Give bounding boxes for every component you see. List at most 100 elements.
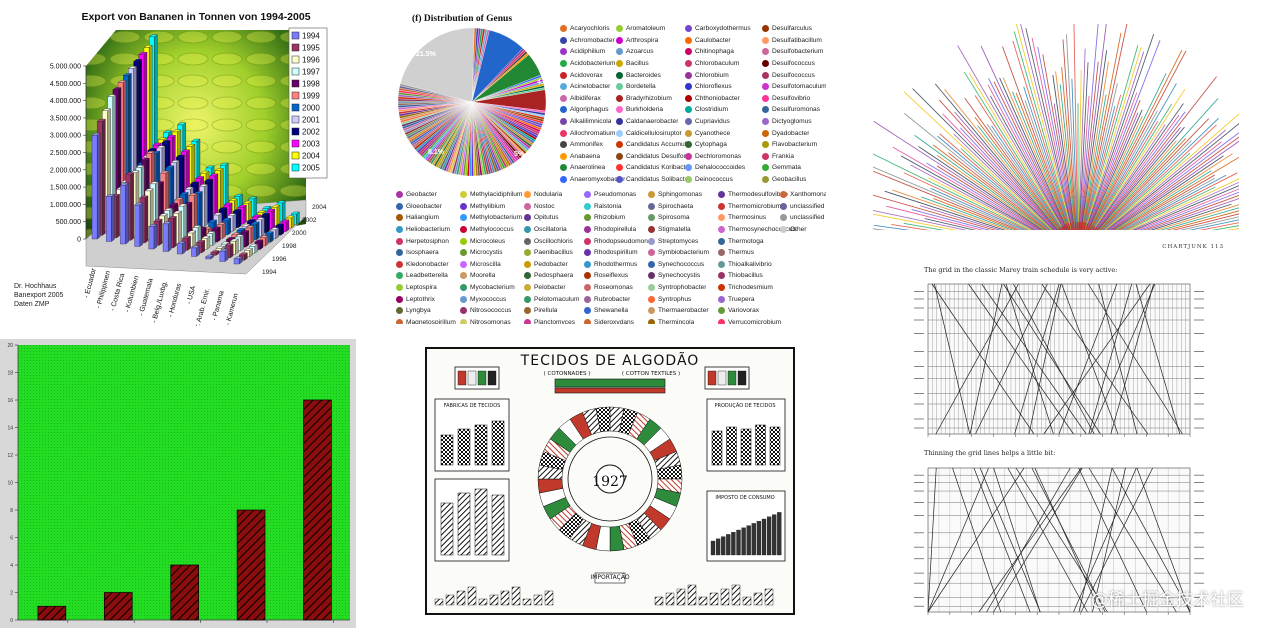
genus-legend-item: Allochromatium	[560, 127, 625, 139]
banana-bar-top	[144, 188, 154, 192]
radial-line	[939, 133, 1052, 230]
cotton-bottom-bar	[698, 596, 708, 606]
radial-line	[1103, 124, 1217, 230]
genus-legend-swatch	[685, 176, 692, 184]
radial-line	[910, 164, 1034, 230]
genus-legend-swatch	[762, 83, 769, 91]
radial-line	[1120, 177, 1216, 230]
train-route-line	[1061, 283, 1119, 435]
radial-line	[1078, 48, 1086, 230]
banana-bar-top	[225, 237, 236, 240]
genus-legend-item: Candidatus Solibacter	[616, 174, 691, 186]
banana-bar-side	[276, 204, 281, 226]
genus-legend-item: Acidovorax	[560, 69, 625, 81]
genus-legend-swatch	[560, 129, 567, 137]
train-route-line	[1073, 467, 1137, 613]
genus-legend-label: Acidobacterium	[570, 60, 616, 68]
radial-line	[926, 162, 1039, 230]
watermark-text: @稀土掘金技术社区	[1091, 590, 1244, 610]
banana-bar-top	[127, 66, 138, 69]
genus-legend-swatch	[616, 164, 623, 172]
banana-legend-swatch	[291, 163, 300, 172]
genus-legend-swatch	[460, 202, 467, 210]
radial-inner-tick	[1082, 222, 1087, 230]
radial-line	[1165, 210, 1239, 230]
genus-pie: 21.5% 4.5% 8.1% 5%	[397, 27, 554, 177]
radial-line	[1111, 140, 1239, 230]
genus-legend-item: Syntrophus	[648, 293, 709, 305]
train-route-line	[975, 283, 1048, 435]
green-y-tick-label: 14	[7, 426, 13, 432]
genus-legend-swatch	[584, 295, 591, 303]
train-route-line	[1005, 283, 1054, 435]
radial-line	[912, 88, 1055, 230]
banana-category-label: - Panama	[211, 290, 226, 321]
radial-line	[963, 71, 1064, 230]
genus-legend-label: Anabaena	[570, 152, 601, 160]
banana-y-tick-label: 1.500.000	[50, 185, 81, 192]
radial-line	[873, 228, 887, 230]
banana-bar-top	[143, 45, 153, 48]
genus-legend-label: Nostoc	[534, 202, 555, 210]
radial-line	[886, 205, 984, 230]
banana-bar-top	[209, 173, 219, 177]
genus-legend-label: Carboxydothermus	[695, 25, 751, 33]
genus-legend-swatch	[685, 106, 692, 114]
radial-line	[1179, 216, 1239, 230]
genus-legend-swatch	[648, 295, 655, 303]
genus-legend-swatch	[460, 214, 467, 222]
banana-bar-top	[259, 235, 269, 238]
radial-line	[1082, 24, 1128, 230]
cotton-panel-bar	[741, 527, 746, 556]
train-route-line	[1041, 283, 1149, 435]
genus-legend-label: Shewanella	[594, 307, 629, 315]
genus-legend-column: Sphingomonas Spirochaeta Spirosoma Stigmate…	[648, 189, 709, 324]
genus-legend: Acaryochloris Achromobacter Acidiphilium Ac…	[392, 6, 826, 324]
genus-legend-label: Methylobacterium	[470, 214, 523, 222]
banana-legend-swatch	[291, 91, 300, 100]
genus-legend-item: Methylacidiphilum	[460, 189, 522, 201]
radial-line	[903, 91, 1053, 230]
green-y-tick-label: 18	[7, 371, 13, 377]
radial-inner-tick	[1067, 223, 1071, 230]
genus-legend-label: Acidiphilium	[570, 48, 606, 56]
radial-line	[873, 194, 996, 230]
genus-legend-label: Alkalilimnicola	[570, 118, 612, 126]
cotton-bottom-bar	[687, 584, 697, 606]
genus-legend-swatch	[685, 129, 692, 137]
cotton-bottom-label-box	[594, 572, 626, 584]
genus-legend-item: Dechloromonas	[685, 151, 751, 163]
genus-legend-label: Rhodothermus	[594, 260, 638, 268]
banana-bar-top	[181, 236, 192, 239]
banana-bar-top	[205, 165, 215, 169]
genus-legend-swatch	[560, 164, 567, 172]
genus-legend-label: Rhizobium	[594, 214, 626, 222]
genus-legend-item: Paenibacillus	[524, 247, 579, 259]
genus-legend-item: Arthrospira	[616, 35, 691, 47]
banana-depth-label: 2000	[292, 230, 307, 237]
cotton-panel-bar	[731, 532, 736, 556]
radial-inner-tick	[1085, 223, 1089, 230]
banana-bar-side	[222, 222, 226, 239]
banana-bar-top	[107, 94, 117, 97]
banana-bar-top	[160, 170, 170, 174]
genus-legend-label: Burkholderia	[626, 106, 664, 114]
genus-legend-swatch	[460, 284, 467, 292]
genus-legend-label: Ralstonia	[594, 202, 622, 210]
banana-legend-swatch	[291, 115, 300, 124]
genus-legend-item: Thermodesulfovibrio	[718, 189, 796, 201]
genus-legend-swatch	[648, 214, 655, 222]
train-route-line	[993, 467, 1083, 613]
banana-bar-side	[248, 200, 252, 221]
genus-legend-label: Roseomonas	[594, 284, 633, 292]
green-y-tick-label: 20	[7, 343, 13, 349]
banana-bar-side	[192, 230, 196, 248]
genus-legend-swatch	[648, 272, 655, 280]
genus-legend-label: Arthrospira	[626, 36, 659, 44]
genus-legend-label: Desulfococcus	[772, 71, 815, 79]
genus-legend-item: Caldanaerobacter	[616, 116, 691, 128]
banana-bar-side	[243, 204, 247, 225]
genus-legend-swatch	[718, 202, 725, 210]
genus-legend-swatch	[616, 48, 623, 56]
genus-legend-swatch	[524, 191, 531, 199]
